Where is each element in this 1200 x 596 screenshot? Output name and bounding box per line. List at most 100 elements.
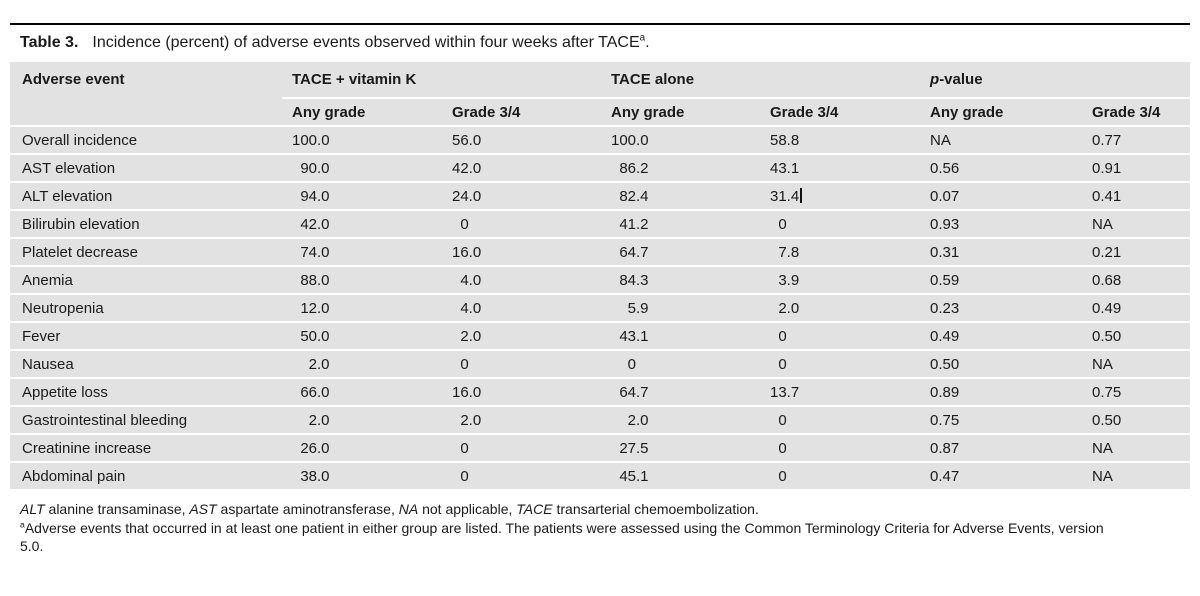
value-text: NA xyxy=(1092,215,1113,233)
table-row: AST elevation 90.0 42.0 86.2 43.1 0.56 0.91 xyxy=(10,155,1191,183)
value-cell: 0 xyxy=(760,351,921,379)
adverse-event-cell: Platelet decrease xyxy=(10,239,282,267)
value-cell: NA xyxy=(1082,211,1191,239)
value-cell: 0.87 xyxy=(920,435,1083,463)
value-text: 86.2 xyxy=(619,159,649,177)
value-cell: 0.21 xyxy=(1082,239,1191,267)
value-text: 3.9 xyxy=(778,271,800,289)
table-row: Bilirubin elevation 42.0 0 41.2 0 0.93 NA xyxy=(10,211,1191,239)
table-footnotes: ALT alanine transaminase, AST aspartate … xyxy=(20,500,1105,556)
value-cell: 31.4 xyxy=(760,183,921,211)
value-cell: 45.1 xyxy=(601,463,760,491)
adverse-event-cell: Nausea xyxy=(10,351,282,379)
value-text: 5.9 xyxy=(627,299,649,317)
value-cell: 0.49 xyxy=(920,323,1083,351)
table-row: Abdominal pain 38.0 0 45.1 0 0.47 NA xyxy=(10,463,1191,491)
value-text: 13.7 xyxy=(770,383,800,401)
value-text: 90.0 xyxy=(300,159,330,177)
value-text: 26.0 xyxy=(300,439,330,457)
value-cell: 56.0 xyxy=(442,127,601,155)
adverse-event-cell: Abdominal pain xyxy=(10,463,282,491)
footnote-a-text: Adverse events that occurred in at least… xyxy=(20,519,1104,555)
value-cell: 2.0 xyxy=(760,295,921,323)
value-text: 27.5 xyxy=(619,439,649,457)
group-header-tace-vitamin-k: TACE + vitamin K xyxy=(282,62,601,99)
value-text: 66.0 xyxy=(300,383,330,401)
value-text: 50.0 xyxy=(300,327,330,345)
p-value-rest: -value xyxy=(939,71,983,88)
table-row: Creatinine increase 26.0 0 27.5 0 0.87 NA xyxy=(10,435,1191,463)
value-cell: 7.8 xyxy=(760,239,921,267)
value-cell: 88.0 xyxy=(282,267,442,295)
table-caption: Table 3. Incidence (percent) of adverse e… xyxy=(20,33,1190,52)
value-cell: 3.9 xyxy=(760,267,921,295)
value-cell: 0 xyxy=(760,407,921,435)
value-cell: 94.0 xyxy=(282,183,442,211)
subheader-grade-3-4: Grade 3/4 xyxy=(1082,99,1191,127)
text-cursor xyxy=(800,187,802,203)
table-row: Anemia 88.0 4.0 84.3 3.9 0.59 0.68 xyxy=(10,267,1191,295)
value-text: 38.0 xyxy=(300,467,330,485)
value-cell: 86.2 xyxy=(601,155,760,183)
value-text: 94.0 xyxy=(300,187,330,205)
value-text: 100.0 xyxy=(292,131,330,149)
value-text: 41.2 xyxy=(619,215,649,233)
value-text: 0.93 xyxy=(930,215,960,233)
value-text: 2.0 xyxy=(778,299,800,317)
table-row: Platelet decrease 74.0 16.0 64.7 7.8 0.31 0.21 xyxy=(10,239,1191,267)
adverse-event-cell: Bilirubin elevation xyxy=(10,211,282,239)
value-text: 0 xyxy=(460,439,469,457)
paper-table-figure: Table 3. Incidence (percent) of adverse e… xyxy=(0,23,1200,556)
value-text: 0.49 xyxy=(930,327,960,345)
value-text: 0 xyxy=(778,215,787,233)
value-cell: 43.1 xyxy=(760,155,921,183)
abbreviation-term: TACE xyxy=(516,501,553,517)
value-text: NA xyxy=(1092,467,1113,485)
value-cell: 90.0 xyxy=(282,155,442,183)
value-cell: 0.59 xyxy=(920,267,1083,295)
value-cell: 0.56 xyxy=(920,155,1083,183)
value-text: 4.0 xyxy=(460,299,482,317)
value-text: 2.0 xyxy=(460,411,482,429)
caption-text: Incidence (percent) of adverse events ob… xyxy=(92,34,640,51)
value-cell: NA xyxy=(1082,463,1191,491)
subheader-grade-3-4: Grade 3/4 xyxy=(442,99,601,127)
value-cell: 64.7 xyxy=(601,379,760,407)
value-cell: 0.50 xyxy=(1082,407,1191,435)
subheader-row: Any grade Grade 3/4 Any grade Grade 3/4 … xyxy=(10,99,1191,127)
table-row: Gastrointestinal bleeding 2.0 2.0 2.0 0 0.75 0… xyxy=(10,407,1191,435)
value-text: 0.59 xyxy=(930,271,960,289)
value-text: 56.0 xyxy=(452,131,482,149)
value-cell: 16.0 xyxy=(442,379,601,407)
caption-label: Table 3. xyxy=(20,34,79,51)
footnote-a: aAdverse events that occurred in at leas… xyxy=(20,519,1105,556)
table-row: ALT elevation 94.0 24.0 82.4 31.4 0.07 0.41 xyxy=(10,183,1191,211)
value-cell: 74.0 xyxy=(282,239,442,267)
value-text: 84.3 xyxy=(619,271,649,289)
p-value-italic-p: p xyxy=(930,71,940,88)
value-text: 43.1 xyxy=(619,327,649,345)
value-cell: 27.5 xyxy=(601,435,760,463)
table-row: Fever 50.0 2.0 43.1 0 0.49 0.50 xyxy=(10,323,1191,351)
value-cell: 26.0 xyxy=(282,435,442,463)
value-cell: 0 xyxy=(760,211,921,239)
value-cell: 0 xyxy=(760,323,921,351)
value-text: 0.50 xyxy=(1092,411,1122,429)
subheader-any-grade: Any grade xyxy=(601,99,760,127)
value-text: 7.8 xyxy=(778,243,800,261)
abbreviation-term: ALT xyxy=(20,501,45,517)
value-text: 0 xyxy=(627,355,637,373)
value-cell: 0.91 xyxy=(1082,155,1191,183)
adverse-event-cell: Anemia xyxy=(10,267,282,295)
value-text: 0 xyxy=(460,467,469,485)
value-cell: 41.2 xyxy=(601,211,760,239)
value-cell: 2.0 xyxy=(282,351,442,379)
value-cell: 2.0 xyxy=(282,407,442,435)
group-header-row: Adverse event TACE + vitamin K TACE alon… xyxy=(10,62,1191,127)
value-cell: 0 xyxy=(442,463,601,491)
value-text: 0.75 xyxy=(1092,383,1122,401)
value-cell: 42.0 xyxy=(282,211,442,239)
value-text: 0.07 xyxy=(930,187,960,205)
value-text: 0.56 xyxy=(930,159,960,177)
value-cell: NA xyxy=(920,127,1083,155)
